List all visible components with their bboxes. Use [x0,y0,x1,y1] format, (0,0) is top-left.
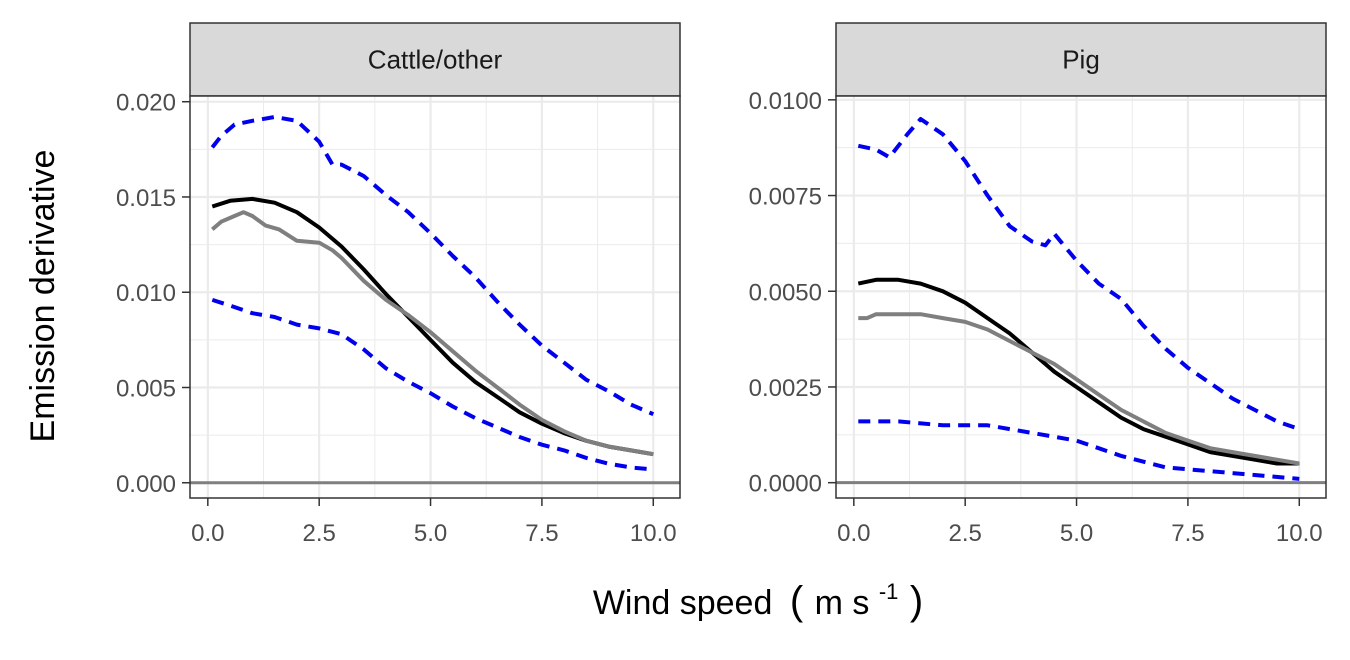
x-axis-title-unit: m s [815,584,870,622]
x-tick-label: 7.5 [1171,520,1204,547]
x-tick-label: 5.0 [414,520,447,547]
x-tick-label: 5.0 [1060,520,1093,547]
y-tick-label: 0.005 [116,375,176,402]
plot-border [835,95,1327,499]
series-line-upper [857,117,1300,431]
y-tick-label: 0.000 [116,471,176,498]
series-line-upper [210,115,655,417]
x-tick-label: 10.0 [1276,520,1323,547]
y-tick-label: 0.020 [116,90,176,117]
plot-background [190,96,680,498]
y-tick-label: 0.0075 [749,184,822,211]
y-tick-label: 0.0000 [749,471,822,498]
panel-cattle-other: Cattle/other 0.0 2.5 5.0 7.5 10.0 0.000 0.005 0.… [116,22,681,547]
series-line-fitted [857,277,1300,466]
x-tick-label: 2.5 [948,520,981,547]
series-line-empirical [210,210,654,457]
series-line-lower [211,297,654,472]
y-tick-label: 0.0050 [749,279,822,306]
facet-strip-label: Cattle/other [368,45,503,75]
facet-strip [835,22,1327,97]
x-tick-label: 7.5 [525,520,558,547]
x-axis-title-open-paren: ( [790,579,804,623]
x-tick-label: 0.0 [191,520,224,547]
x-axis-title: Wind speed ( m s -1 ) [593,569,923,623]
y-tick-label: 0.010 [116,280,176,307]
y-tick-label: 0.0100 [749,88,822,115]
plot-background [836,96,1326,498]
x-axis-title-exponent: -1 [879,579,899,604]
x-tick-label: 0.0 [837,520,870,547]
x-axis-title-text: Wind speed [593,584,773,622]
x-tick-label: 10.0 [630,520,677,547]
facet-strip [189,22,681,97]
panel-pig: Pig 0.0 2.5 5.0 7.5 10.0 0.0000 0.0025 0.0050 0.0… [749,22,1327,547]
x-axis-title-close-paren: ) [910,579,923,623]
series-line-lower [858,419,1300,481]
series-line-empirical [858,312,1300,466]
y-tick-label: 0.015 [116,185,176,212]
x-tick-label: 2.5 [302,520,335,547]
plot-border [189,95,681,499]
y-axis-title: Emission derivative [24,150,62,443]
facet-strip-label: Pig [1062,45,1100,75]
y-tick-label: 0.0025 [749,375,822,402]
